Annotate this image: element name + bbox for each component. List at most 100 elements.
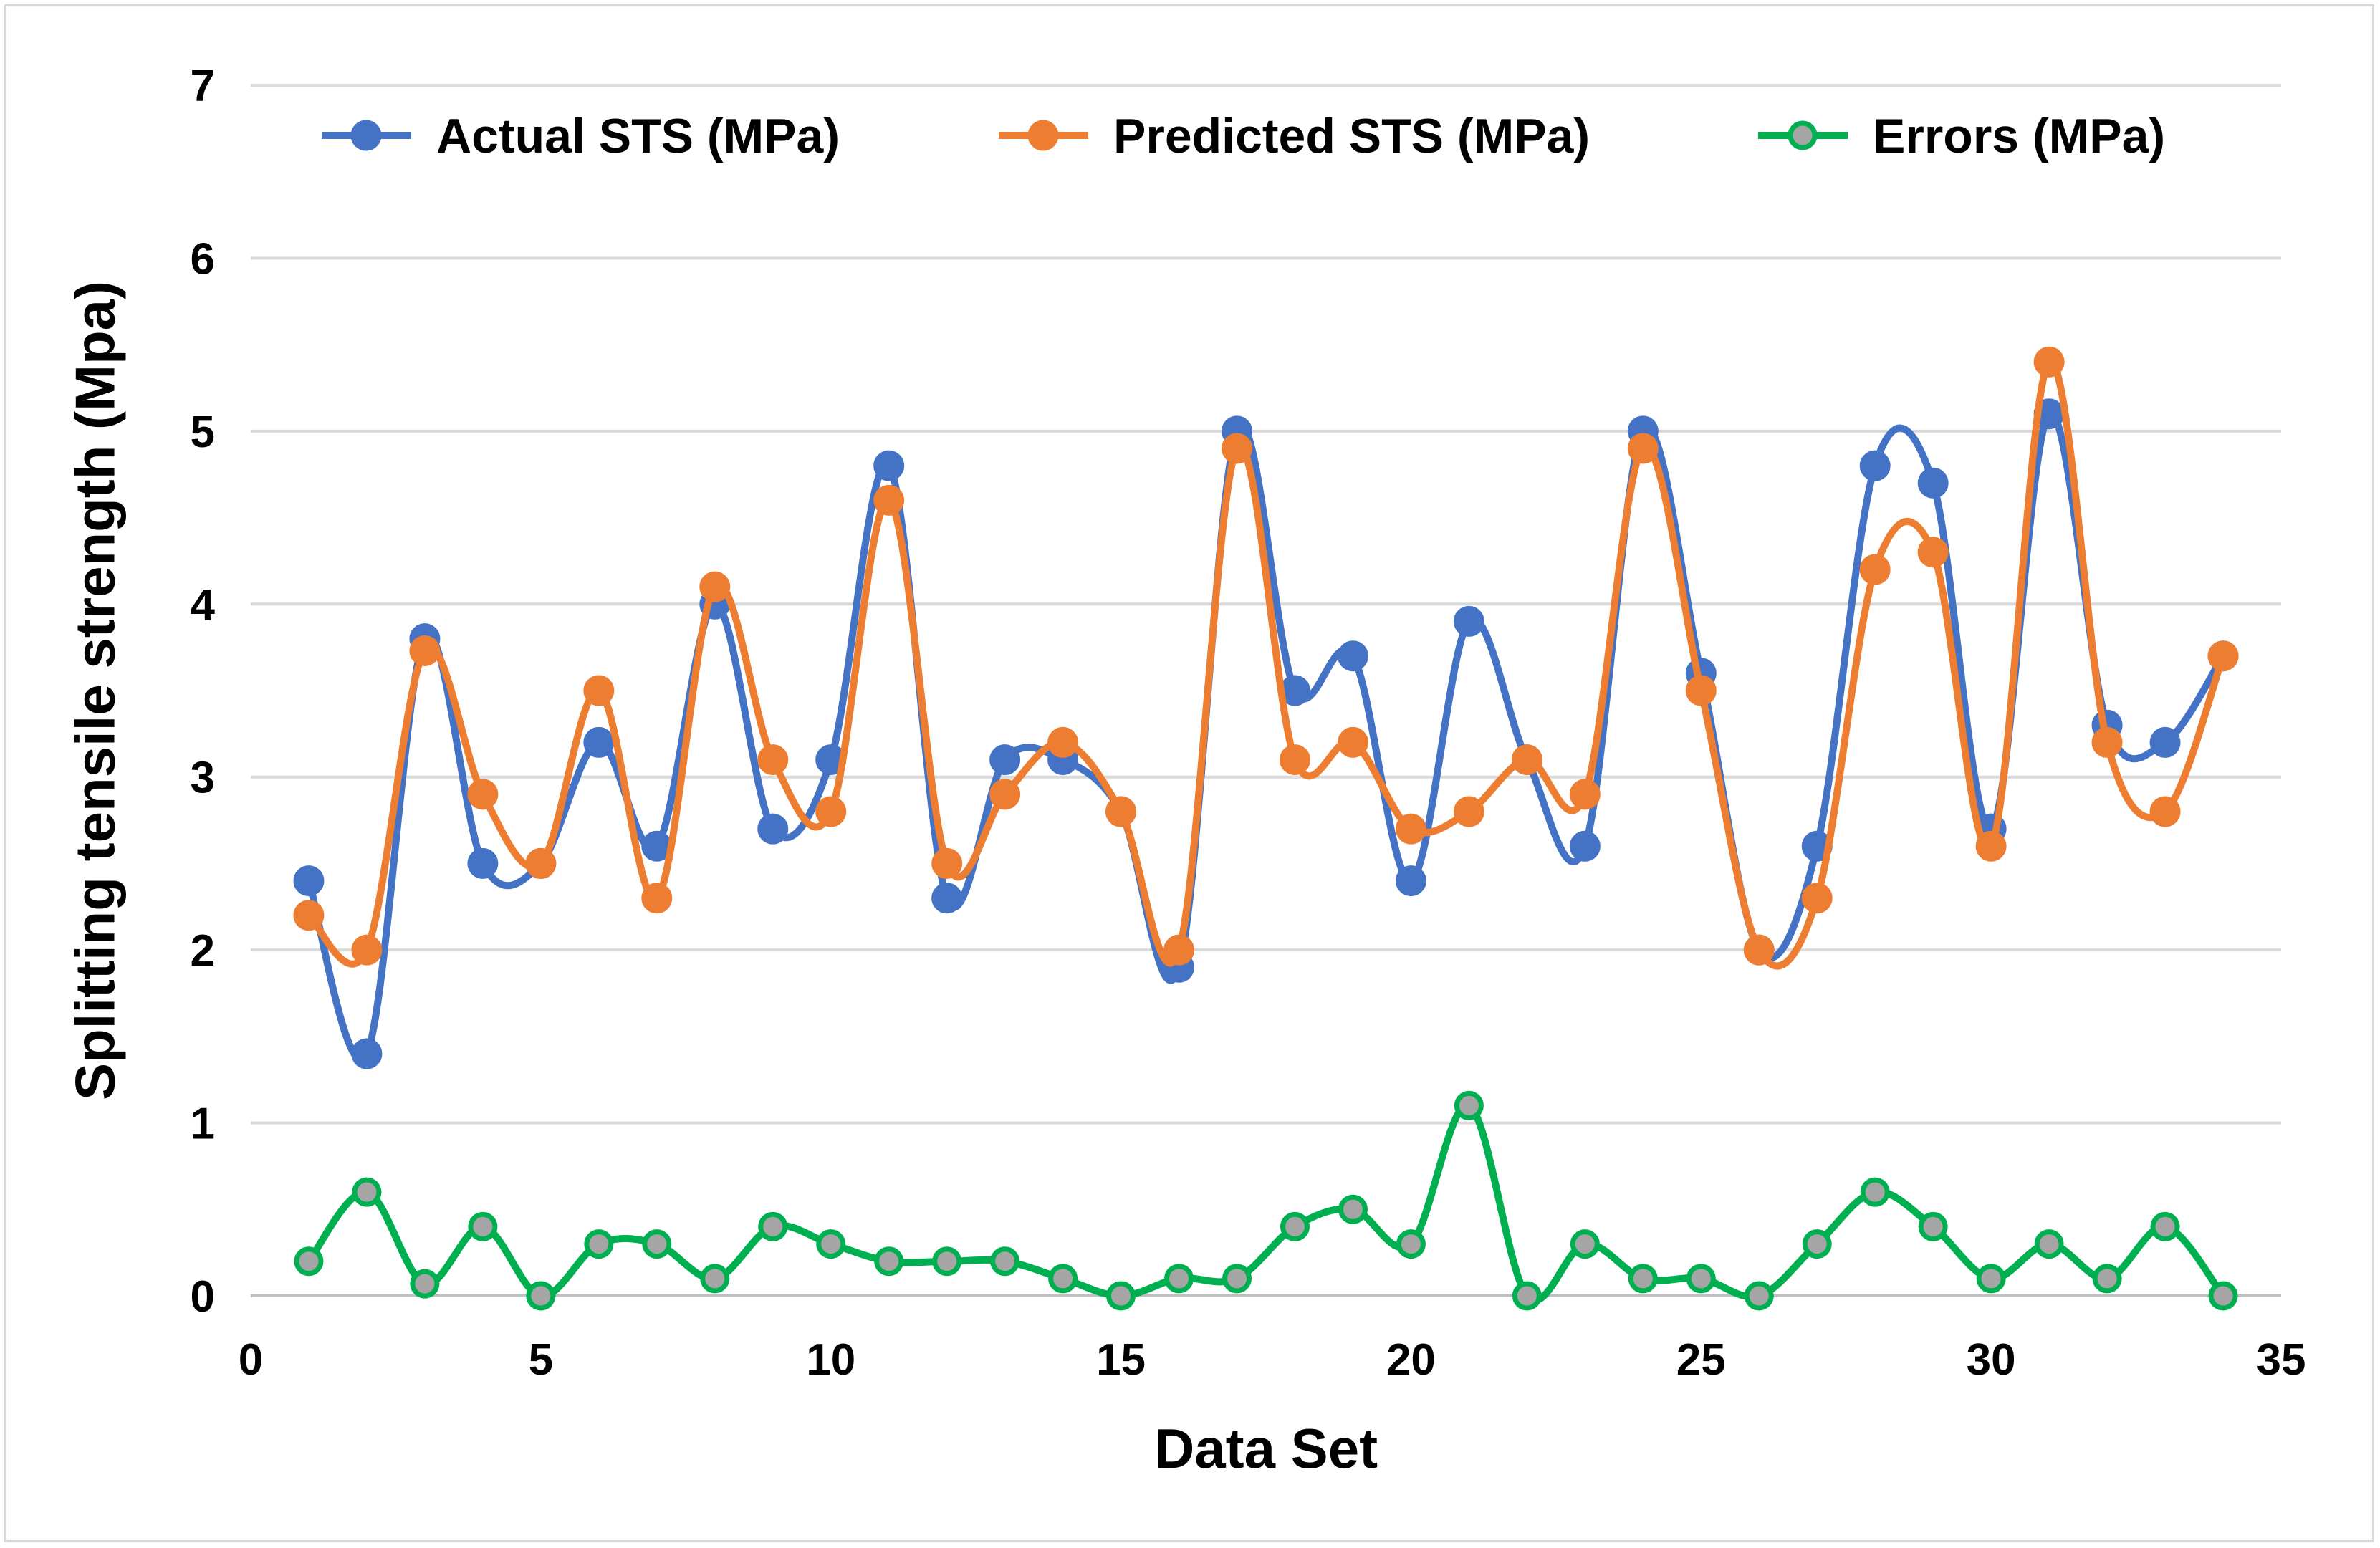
y-tick-label: 2 — [191, 926, 215, 976]
data-point-actual-sts-29 — [1917, 467, 1949, 499]
x-tick-label: 5 — [529, 1335, 553, 1385]
chart-frame: 0 1 2 3 4 5 6 7 0 5 10 15 20 25 30 35 Actual STS (MPa) P… — [4, 4, 2374, 1542]
data-point-errors-23 — [1570, 1229, 1600, 1259]
data-point-predicted-sts-8 — [699, 571, 731, 602]
data-point-errors-6 — [584, 1229, 614, 1259]
data-point-predicted-sts-29 — [1917, 537, 1949, 568]
x-tick-label: 10 — [806, 1335, 855, 1385]
y-tick-label: 0 — [191, 1272, 215, 1322]
data-point-predicted-sts-7 — [641, 883, 673, 914]
legend-marker-actual-sts — [350, 120, 382, 151]
data-point-predicted-sts-27 — [1801, 883, 1833, 914]
x-tick-label: 25 — [1676, 1335, 1726, 1385]
data-point-predicted-sts-16 — [1163, 934, 1195, 966]
data-point-errors-5 — [526, 1281, 556, 1311]
data-point-actual-sts-11 — [873, 450, 905, 481]
legend-item-errors: Errors (MPa) — [1758, 109, 2165, 163]
data-point-predicted-sts-33 — [2149, 796, 2181, 827]
legend-label-predicted-sts: Predicted STS (MPa) — [1113, 109, 1590, 163]
y-tick-label: 7 — [191, 62, 215, 111]
series-line-errors — [304, 1102, 2227, 1304]
legend: Actual STS (MPa) Predicted STS (MPa) Error… — [322, 109, 2165, 163]
legend-marker-errors — [1788, 120, 1818, 150]
data-point-predicted-sts-17 — [1222, 433, 1253, 464]
data-point-predicted-sts-14 — [1047, 726, 1079, 758]
data-point-errors-15 — [1106, 1281, 1136, 1311]
y-tick-label: 4 — [191, 580, 216, 630]
data-point-errors-22 — [1512, 1281, 1542, 1311]
data-point-errors-2 — [352, 1177, 382, 1207]
data-point-actual-sts-21 — [1453, 605, 1484, 637]
data-point-predicted-sts-9 — [757, 744, 789, 776]
data-point-errors-17 — [1222, 1264, 1252, 1294]
y-tick-label: 5 — [191, 408, 215, 457]
data-point-predicted-sts-34 — [2207, 640, 2239, 672]
data-point-errors-7 — [642, 1229, 672, 1259]
series-predicted-sts — [293, 346, 2239, 970]
data-point-predicted-sts-30 — [1975, 830, 2007, 862]
data-point-errors-33 — [2150, 1211, 2180, 1241]
x-tick-label: 30 — [1967, 1335, 2016, 1385]
legend-item-predicted-sts: Predicted STS (MPa) — [999, 109, 1590, 163]
data-point-predicted-sts-3 — [409, 635, 441, 666]
data-point-predicted-sts-20 — [1395, 813, 1426, 845]
y-tick-label: 6 — [191, 234, 215, 284]
data-point-actual-sts-9 — [757, 813, 789, 845]
data-point-actual-sts-28 — [1859, 450, 1891, 481]
data-point-errors-26 — [1744, 1281, 1774, 1311]
legend-item-actual-sts: Actual STS (MPa) — [322, 109, 840, 163]
data-point-errors-21 — [1454, 1090, 1484, 1120]
data-point-errors-34 — [2208, 1281, 2238, 1311]
data-point-errors-13 — [990, 1246, 1020, 1277]
data-point-errors-12 — [932, 1246, 962, 1277]
data-point-errors-25 — [1686, 1264, 1716, 1294]
data-point-predicted-sts-6 — [583, 675, 615, 706]
x-axis-title: Data Set — [1154, 1417, 1378, 1480]
data-point-predicted-sts-23 — [1569, 779, 1601, 810]
legend-label-actual-sts: Actual STS (MPa) — [436, 109, 840, 163]
legend-marker-predicted-sts — [1027, 120, 1059, 151]
x-tick-label: 20 — [1386, 1335, 1436, 1385]
data-point-actual-sts-2 — [351, 1038, 383, 1069]
y-tick-label: 3 — [191, 754, 215, 803]
data-point-predicted-sts-25 — [1685, 675, 1717, 706]
data-point-actual-sts-20 — [1395, 865, 1426, 897]
data-point-actual-sts-6 — [583, 726, 615, 758]
data-point-predicted-sts-18 — [1279, 744, 1310, 776]
data-point-predicted-sts-24 — [1627, 433, 1659, 464]
data-point-errors-31 — [2034, 1229, 2064, 1259]
data-point-predicted-sts-22 — [1511, 744, 1542, 776]
data-point-predicted-sts-26 — [1743, 934, 1775, 966]
data-point-errors-16 — [1164, 1264, 1194, 1294]
data-point-actual-sts-13 — [989, 744, 1021, 776]
data-point-errors-4 — [468, 1211, 498, 1241]
data-point-actual-sts-1 — [293, 865, 325, 897]
data-point-predicted-sts-15 — [1105, 796, 1137, 827]
data-point-errors-8 — [700, 1264, 730, 1294]
series-layer — [293, 346, 2239, 1311]
y-axis-title: Splitting tensile strength (Mpa) — [64, 281, 127, 1100]
data-point-errors-30 — [1976, 1264, 2006, 1294]
data-point-errors-9 — [758, 1211, 788, 1241]
data-point-predicted-sts-12 — [931, 847, 963, 879]
data-point-errors-1 — [294, 1246, 324, 1277]
data-point-predicted-sts-21 — [1453, 796, 1484, 827]
data-point-errors-3 — [410, 1269, 440, 1299]
data-point-errors-20 — [1396, 1229, 1426, 1259]
data-point-predicted-sts-31 — [2033, 346, 2065, 378]
axes: 0 1 2 3 4 5 6 7 0 5 10 15 20 25 30 35 — [191, 62, 2306, 1385]
data-point-errors-27 — [1802, 1229, 1832, 1259]
data-point-errors-10 — [816, 1229, 846, 1259]
x-tick-label: 0 — [239, 1335, 263, 1385]
data-point-predicted-sts-1 — [293, 900, 325, 931]
line-chart: 0 1 2 3 4 5 6 7 0 5 10 15 20 25 30 35 Actual STS (MPa) P… — [64, 62, 2306, 1480]
data-point-errors-19 — [1338, 1194, 1368, 1224]
data-point-predicted-sts-32 — [2091, 726, 2123, 758]
data-point-predicted-sts-13 — [989, 779, 1021, 810]
data-point-errors-32 — [2092, 1264, 2122, 1294]
data-point-actual-sts-19 — [1337, 640, 1368, 672]
data-point-errors-29 — [1918, 1211, 1948, 1241]
data-point-actual-sts-4 — [467, 847, 499, 879]
data-point-predicted-sts-5 — [525, 847, 557, 879]
data-point-actual-sts-23 — [1569, 830, 1601, 862]
